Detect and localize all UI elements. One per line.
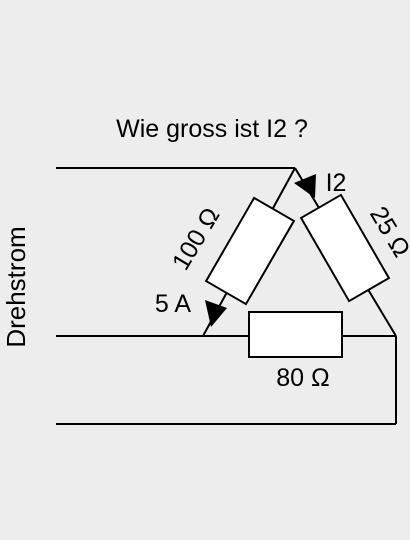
drehstrom-label: Drehstrom: [1, 226, 31, 347]
current-i2-label: I2: [326, 169, 347, 197]
current-5a-label: 5 A: [155, 290, 191, 318]
resistor-80-label: 80 Ω: [276, 364, 329, 392]
current-arrow-5a-icon: [205, 300, 227, 327]
question-title: Wie gross ist I2 ?: [116, 115, 308, 143]
resistor-25-ohm: [299, 193, 391, 303]
resistor-80-ohm: [248, 311, 343, 358]
current-arrow-i2-icon: [294, 174, 316, 198]
resistor-100-ohm: [204, 196, 296, 306]
